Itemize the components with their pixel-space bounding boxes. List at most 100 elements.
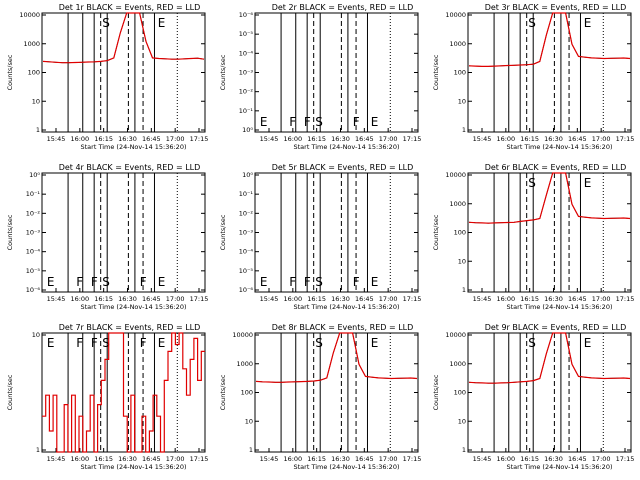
y-tick-label: 10 (32, 97, 40, 105)
x-tick-label: 16:15 (520, 295, 539, 303)
interval-marker: E (371, 275, 379, 289)
x-tick-label: 17:15 (616, 455, 635, 463)
y-tick-label: 10⁻⁴ (239, 248, 254, 256)
y-tick-label: 100 (454, 69, 466, 77)
interval-marker: S (102, 16, 110, 30)
y-tick-label: 10⁻⁴ (239, 49, 254, 57)
x-tick-label: 16:00 (70, 135, 89, 143)
y-tick-label: 10 (458, 417, 466, 425)
interval-marker: F (353, 275, 360, 289)
x-tick-label: 16:45 (355, 455, 374, 463)
x-axis-label: Start Time (24-Nov-14 15:36:20) (81, 143, 187, 151)
y-tick-label: 10⁻¹ (239, 190, 254, 198)
y-axis-label: Counts/sec (219, 54, 227, 90)
y-tick-label: 1 (36, 446, 40, 454)
y-tick-label: 10 (458, 257, 466, 265)
y-tick-label: 1 (462, 446, 466, 454)
y-tick-label: 1 (249, 446, 253, 454)
interval-marker: F (140, 336, 147, 350)
panel-6: Det 6r BLACK = Events, RED = LLD 1 10 100 10… (432, 163, 634, 311)
x-tick-label: 16:00 (283, 455, 302, 463)
x-tick-label: 16:15 (94, 295, 113, 303)
x-tick-label: 15:45 (473, 295, 492, 303)
x-tick-label: 16:00 (283, 135, 302, 143)
x-tick-label: 17:15 (403, 135, 422, 143)
x-tick-label: 16:30 (118, 455, 137, 463)
x-axis-label: Start Time (24-Nov-14 15:36:20) (81, 303, 187, 311)
y-tick-label: 10 (458, 97, 466, 105)
series-lld (468, 332, 631, 384)
y-tick-label: 10⁻³ (26, 229, 41, 237)
x-tick-label: 17:15 (190, 135, 209, 143)
series-lld (468, 12, 631, 67)
x-tick-label: 16:30 (118, 295, 137, 303)
x-axis-label: Start Time (24-Nov-14 15:36:20) (294, 143, 400, 151)
interval-marker: F (140, 275, 147, 289)
panel-title: Det 2r BLACK = Events, RED = LLD (272, 3, 414, 12)
x-tick-label: 16:45 (355, 135, 374, 143)
interval-marker: E (584, 176, 592, 190)
y-tick-label: 10⁰ (29, 171, 40, 179)
x-tick-label: 16:00 (70, 455, 89, 463)
x-tick-label: 17:00 (166, 135, 185, 143)
x-tick-label: 16:45 (355, 295, 374, 303)
x-tick-label: 16:00 (496, 135, 515, 143)
panel-1: Det 1r BLACK = Events, RED = LLD 1 10 100 10… (6, 3, 208, 151)
panel-title: Det 8r BLACK = Events, RED = LLD (272, 323, 414, 332)
x-tick-label: 15:45 (260, 295, 279, 303)
plot-frame (467, 12, 632, 133)
x-tick-label: 16:15 (307, 295, 326, 303)
y-tick-label: 10000 (445, 11, 466, 19)
x-tick-label: 16:00 (70, 295, 89, 303)
x-tick-label: 16:15 (520, 135, 539, 143)
plot-frame (254, 172, 419, 293)
x-axis-label: Start Time (24-Nov-14 15:36:20) (81, 463, 187, 471)
panel-3: Det 3r BLACK = Events, RED = LLD 1 10 100 10… (432, 3, 634, 151)
y-tick-label: 10⁻² (239, 88, 254, 96)
panel-2: Det 2r BLACK = Events, RED = LLD 10⁰ 10⁻¹ 1… (219, 3, 421, 151)
x-tick-label: 16:30 (331, 135, 350, 143)
y-tick-label: 10000 (232, 331, 253, 339)
y-tick-label: 10⁻⁶ (239, 286, 254, 294)
x-tick-label: 16:30 (544, 135, 563, 143)
x-tick-label: 16:00 (283, 295, 302, 303)
panel-9: Det 9r BLACK = Events, RED = LLD 1 10 100 10… (432, 323, 634, 471)
series-events (468, 172, 631, 224)
plot-frame (467, 172, 632, 293)
x-tick-label: 17:00 (592, 455, 611, 463)
interval-marker: E (260, 275, 268, 289)
y-axis-label: Counts/sec (6, 374, 14, 410)
x-tick-label: 16:45 (568, 295, 587, 303)
interval-marker: S (528, 176, 536, 190)
plot-frame (467, 332, 632, 453)
series-lld (42, 12, 205, 64)
interval-marker: F (304, 115, 311, 129)
y-axis-label: Counts/sec (432, 54, 440, 90)
y-axis-label: Counts/sec (6, 54, 14, 90)
x-tick-label: 16:30 (331, 295, 350, 303)
interval-marker: S (102, 336, 110, 350)
x-tick-label: 17:00 (166, 455, 185, 463)
interval-marker: E (158, 16, 166, 30)
series-lld (468, 172, 631, 224)
interval-marker: F (289, 115, 296, 129)
y-tick-label: 100 (454, 229, 466, 237)
panel-title: Det 4r BLACK = Events, RED = LLD (59, 163, 201, 172)
panel-title: Det 9r BLACK = Events, RED = LLD (485, 323, 627, 332)
y-tick-label: 10⁻⁶ (26, 286, 41, 294)
x-axis-label: Start Time (24-Nov-14 15:36:20) (294, 463, 400, 471)
x-tick-label: 17:00 (166, 295, 185, 303)
x-tick-label: 16:45 (142, 295, 161, 303)
interval-marker: S (102, 275, 110, 289)
x-tick-label: 17:15 (190, 295, 209, 303)
y-tick-label: 1 (462, 126, 466, 134)
x-tick-label: 17:15 (616, 135, 635, 143)
x-tick-label: 17:00 (379, 295, 398, 303)
interval-marker: E (158, 336, 166, 350)
y-tick-label: 1 (36, 126, 40, 134)
x-tick-label: 16:30 (118, 135, 137, 143)
interval-marker: S (315, 115, 323, 129)
x-tick-label: 17:00 (379, 135, 398, 143)
x-tick-label: 15:45 (47, 455, 66, 463)
